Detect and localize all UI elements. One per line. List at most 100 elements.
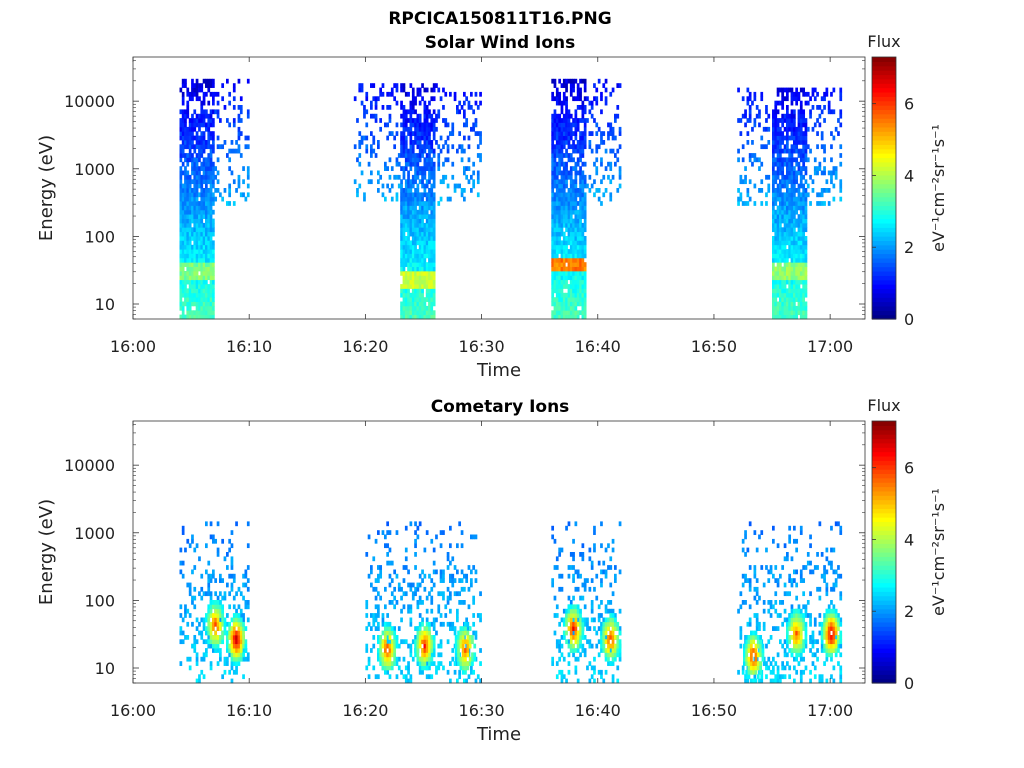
heatmap-cell [820,201,824,206]
heatmap-cell [797,604,801,610]
heatmap-cell [416,126,420,132]
heatmap-cell [818,613,822,618]
heatmap-cell [381,661,385,666]
heatmap-cell [572,122,575,128]
heatmap-cell [569,257,573,263]
heatmap-cell [202,174,206,180]
heatmap-cell [806,126,810,132]
heatmap-cell [560,244,564,250]
heatmap-cell [421,279,424,285]
heatmap-cell [576,170,580,176]
heatmap-cell [414,305,417,311]
heatmap-cell [188,236,192,241]
heatmap-cell [209,257,213,263]
heatmap-cell [246,135,250,141]
heatmap-cell [232,105,236,110]
heatmap-cell [198,236,201,241]
heatmap-cell [402,279,406,285]
heatmap-cell [560,205,564,211]
heatmap-cell [421,218,424,224]
heatmap-cell [579,288,582,294]
heatmap-cell [816,565,819,570]
heatmap-cell [404,166,408,171]
heatmap-cell [437,652,441,658]
heatmap-cell [198,179,201,185]
heatmap-cell [609,556,613,562]
heatmap-cell [574,218,578,224]
heatmap-cell [562,297,566,302]
heatmap-cell [418,205,422,211]
heatmap-cell [230,661,234,666]
heatmap-cell [776,275,780,281]
heatmap-cell [425,236,429,241]
heatmap-cell [830,109,833,115]
heatmap-cell [235,669,238,675]
heatmap-cell [198,262,201,267]
heatmap-cell [246,192,250,198]
x-tick-label: 17:00 [807,337,853,356]
heatmap-cell [432,135,436,141]
colorbar-segment [872,231,896,237]
heatmap-cell [772,257,775,263]
heatmap-cell [565,109,568,115]
heatmap-cell [574,586,578,592]
heatmap-cell [179,144,183,150]
heatmap-cell [416,201,420,206]
heatmap-cell [186,621,190,627]
heatmap-cell [184,183,187,189]
heatmap-cell [381,530,385,535]
heatmap-cell [414,552,417,557]
heatmap-cell [179,174,183,180]
heatmap-cell [802,240,806,246]
heatmap-cell [195,543,199,549]
heatmap-cell [226,635,229,640]
heatmap-cell [184,122,187,128]
heatmap-cell [553,122,557,128]
heatmap-cell [753,183,757,189]
heatmap-cell [567,669,571,675]
heatmap-cell [788,166,792,171]
heatmap-cell [479,613,482,618]
heatmap-cell [799,174,803,180]
heatmap-cell [230,643,234,649]
heatmap-cell [179,569,183,575]
heatmap-cell [586,621,589,627]
heatmap-cell [232,118,236,123]
heatmap-cell [799,183,803,189]
heatmap-cell [786,183,789,189]
heatmap-cell [411,257,415,263]
heatmap-cell [407,161,410,167]
heatmap-cell [588,140,592,145]
heatmap-cell [762,626,766,631]
heatmap-cell [569,157,573,163]
heatmap-cell [237,639,241,645]
heatmap-cell [774,275,778,281]
heatmap-cell [811,630,815,636]
heatmap-cell [404,222,408,228]
heatmap-cell [755,547,759,553]
heatmap-cell [555,266,559,272]
heatmap-cell [825,586,829,592]
heatmap-cell [409,231,413,237]
heatmap-cell [423,105,427,110]
heatmap-cell [830,674,833,680]
heatmap-cell [779,214,782,219]
heatmap-cell [767,639,771,645]
heatmap-cell [560,284,564,289]
heatmap-cell [755,600,759,605]
heatmap-cell [191,292,194,298]
heatmap-cell [444,122,448,128]
heatmap-cell [479,100,482,106]
heatmap-cell [400,310,403,316]
heatmap-cell [186,656,190,662]
heatmap-cell [781,244,785,250]
heatmap-cell [390,661,394,666]
heatmap-cell [572,556,575,562]
heatmap-cell [193,297,197,302]
heatmap-cell [456,543,459,549]
heatmap-cell [393,652,397,658]
heatmap-cell [793,214,796,219]
heatmap-cell [409,153,413,158]
heatmap-cell [193,586,197,592]
heatmap-cell [569,214,573,219]
